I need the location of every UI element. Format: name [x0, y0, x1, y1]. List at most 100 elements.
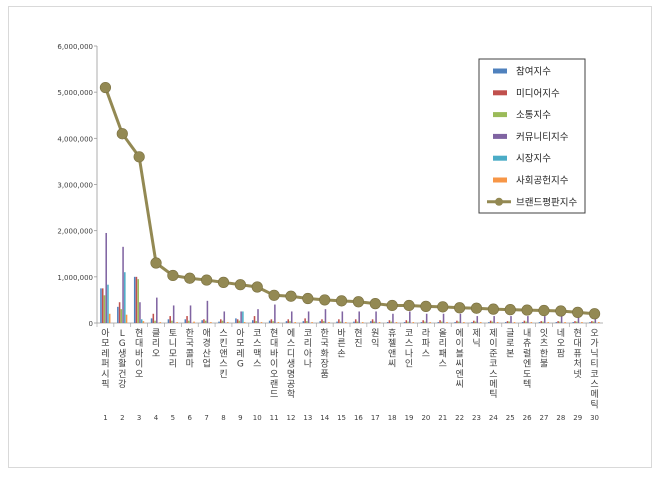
bar	[321, 319, 323, 323]
brand-label-char: 코	[489, 360, 497, 370]
bar	[306, 321, 308, 323]
brand-label-char: 강	[118, 379, 126, 390]
bar	[125, 314, 128, 323]
bar	[171, 320, 173, 323]
line-point	[150, 257, 162, 269]
bar	[572, 322, 575, 323]
brand-label-char: 퍼	[101, 359, 109, 370]
legend-swatch	[493, 90, 507, 96]
line-point	[572, 306, 584, 318]
brand-label-char: 글	[506, 328, 514, 339]
brand-label-char: 오	[152, 348, 160, 359]
line-point	[538, 304, 550, 317]
brand-label-char: 건	[118, 369, 126, 380]
line-point	[217, 276, 230, 288]
bar	[456, 320, 458, 323]
bar	[238, 320, 241, 323]
brand-label-char: 준	[489, 348, 497, 359]
bar	[471, 322, 473, 323]
brand-label-char: 메	[489, 379, 497, 390]
bar	[167, 319, 170, 323]
y-axis: 0 1,000,000 2,000,000 3,000,000 4,000,000 5,0…	[57, 43, 98, 328]
brand-label-char: 럴	[523, 348, 531, 359]
bar	[422, 320, 424, 323]
brand-label-char: 엔	[455, 369, 463, 380]
brand-label-char: 나	[405, 348, 413, 359]
bar	[540, 321, 543, 323]
bar	[240, 311, 242, 323]
brand-label-char: 라	[422, 328, 431, 339]
bar	[521, 322, 524, 323]
bar	[122, 246, 124, 323]
brand-label-char: 스	[287, 338, 295, 349]
bar	[188, 320, 190, 323]
legend-marker	[495, 197, 503, 206]
bar	[150, 318, 153, 323]
bar	[319, 321, 322, 323]
bar	[371, 319, 374, 323]
bar	[575, 321, 578, 323]
bar	[424, 321, 426, 323]
line-point	[184, 272, 196, 284]
bar	[488, 322, 490, 323]
bar	[591, 321, 593, 323]
chart: 0 1,000,000 2,000,000 3,000,000 4,000,000 5,0…	[57, 43, 603, 422]
bar	[412, 322, 415, 323]
brand-label-char: 콜	[186, 348, 194, 359]
brand-label-char: 한	[186, 328, 194, 339]
line-point	[302, 292, 314, 305]
brand-label-char: 화	[321, 348, 329, 359]
bar	[489, 320, 492, 323]
line-point	[521, 304, 533, 316]
brand-label-char: 킨	[219, 338, 227, 349]
bar	[120, 309, 123, 323]
bar	[140, 319, 143, 323]
brand-label-char: 국	[186, 338, 194, 349]
brand-label-char: 스	[253, 359, 261, 370]
brand-label-char: 바	[270, 348, 279, 359]
line-point	[470, 302, 483, 314]
legend-swatch	[493, 177, 507, 183]
bar	[268, 320, 271, 323]
bar	[154, 320, 156, 323]
brand-label-char: 코	[590, 370, 598, 380]
bar	[311, 322, 313, 323]
brand-label-char: 업	[202, 359, 210, 370]
brand-label-char: 스	[590, 379, 598, 390]
brand-label-char: 오	[557, 338, 565, 349]
brand-label-char: 활	[118, 358, 126, 370]
bar	[172, 305, 175, 323]
bar	[506, 321, 509, 323]
brand-label-char: 이	[270, 359, 278, 370]
bar	[289, 321, 291, 323]
brand-label-char: 에	[455, 328, 463, 339]
bar	[252, 320, 254, 323]
category-number: 16	[354, 414, 363, 422]
legend-label: 참여지수	[516, 66, 551, 78]
brand-label-char: 앤	[388, 348, 396, 359]
bar	[105, 232, 107, 323]
bar	[403, 322, 406, 323]
bar	[510, 316, 512, 323]
brand-label-char: 아	[236, 328, 245, 339]
brand-label-char: G	[237, 360, 244, 370]
bar	[336, 321, 338, 323]
y-tick-label: 6,000,000	[57, 43, 93, 51]
bar	[581, 322, 583, 323]
brand-label-char: G	[119, 339, 126, 349]
brand-label-char: 현	[354, 328, 362, 339]
brand-label-char: 제	[472, 328, 480, 339]
bar	[135, 276, 138, 323]
line-point	[369, 298, 381, 310]
category-number: 30	[590, 414, 599, 422]
brand-label-char: 패	[439, 348, 447, 359]
brand-label-char: 마	[186, 359, 195, 370]
brand-label-char: 아	[101, 328, 110, 339]
category-number: 25	[506, 414, 515, 422]
brand-label-char: 이	[455, 338, 463, 349]
line-point	[487, 303, 499, 315]
legend-label: 커뮤니티지수	[516, 132, 569, 143]
bar	[223, 311, 226, 323]
bar	[564, 322, 566, 323]
